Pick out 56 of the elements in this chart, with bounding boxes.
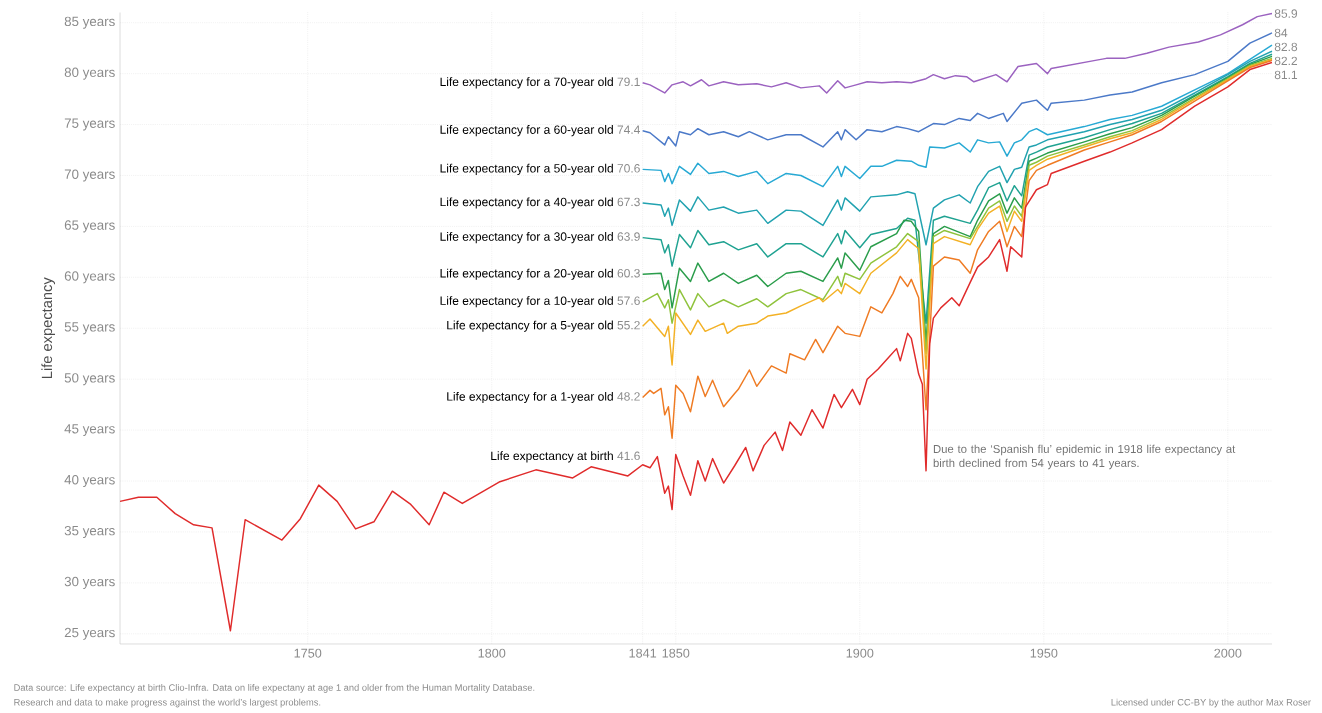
text: Life expectancy for a 5-year old [447, 320, 613, 332]
y-axis-title: Life expectancy [41, 277, 55, 378]
data-label: 84 [1274, 28, 1288, 38]
line-series [641, 44, 1273, 188]
y-tick-label: 85 years [64, 16, 115, 29]
line-series [119, 61, 1273, 632]
y-tick-label: 60 years [64, 271, 115, 284]
y-tick-label: 70 years [64, 169, 115, 182]
y-tick-label: 25 years [64, 627, 115, 640]
line-series [641, 32, 1273, 148]
data-label: 57.6 [617, 296, 640, 305]
text: Life expectancy for a 30-year old [440, 232, 613, 244]
text: Life expectancy for a 40-year old [440, 197, 613, 209]
x-tick-label: 1850 [662, 648, 690, 658]
y-tick-label: 80 years [64, 67, 115, 80]
data-label: 81.1 [1274, 70, 1298, 80]
data-label: 63.9 [617, 232, 640, 241]
x-tick-label: 2000 [1214, 648, 1242, 658]
source-note: Data source: Life expectancy at birth Clio-Infra. Data on life expectany at age 1 and older from the Human Mortality Database. [14, 684, 535, 693]
annotation: Due to the ‘Spanish flu’ epidemic in 1918 life expectancy at birth declined from 54 years to 41 years. [933, 444, 1236, 470]
text: Licensed under CC-BY by the author Max Roser [1111, 698, 1311, 708]
line-series [641, 12, 1273, 94]
data-label: 82.8 [1274, 42, 1298, 52]
data-label: 82.2 [1274, 56, 1298, 66]
x-tick-label: 1950 [1030, 648, 1058, 658]
y-tick-label: 40 years [64, 474, 115, 488]
text: Life expectancy for a 50-year old [440, 163, 613, 175]
x-tick-label: 1900 [846, 648, 874, 658]
text: Life expectancy for a 60-year old [440, 125, 613, 137]
x-tick-label: 1750 [294, 648, 322, 658]
y-tick-label: 75 years [64, 118, 115, 131]
y-tick-label: 35 years [64, 525, 115, 538]
text: Life expectancy for a 1-year old [447, 391, 613, 404]
data-label: 48.2 [617, 392, 640, 401]
y-tick-label: 55 years [64, 322, 115, 335]
data-label: 79.1 [617, 77, 640, 87]
text: Life expectancy for a 70-year old [440, 77, 613, 89]
data-label: 70.6 [617, 164, 640, 173]
data-label: 60.3 [617, 268, 640, 278]
y-tick-label: 50 years [64, 373, 115, 386]
text: Life expectancy for a 20-year old [440, 268, 613, 280]
line-series [641, 50, 1273, 246]
x-tick-label: 1800 [478, 648, 506, 658]
data-label: 85.9 [1274, 9, 1298, 18]
y-tick-label: 45 years [64, 424, 115, 437]
data-label: 55.2 [617, 320, 640, 330]
series-label: Life expectancy at birth [491, 451, 613, 463]
line-series [641, 59, 1273, 439]
y-tick-label: 30 years [64, 576, 115, 589]
data-label: 41.6 [617, 451, 640, 461]
data-label: 67.3 [617, 197, 640, 207]
text: Life expectancy for a 10-year old [440, 296, 613, 308]
text: Research and data to make progress against the world’s largest problems. [14, 698, 321, 708]
y-tick-label: 65 years [64, 220, 115, 233]
x-tick-label: 1841 [629, 648, 657, 658]
data-label: 74.4 [617, 125, 641, 134]
